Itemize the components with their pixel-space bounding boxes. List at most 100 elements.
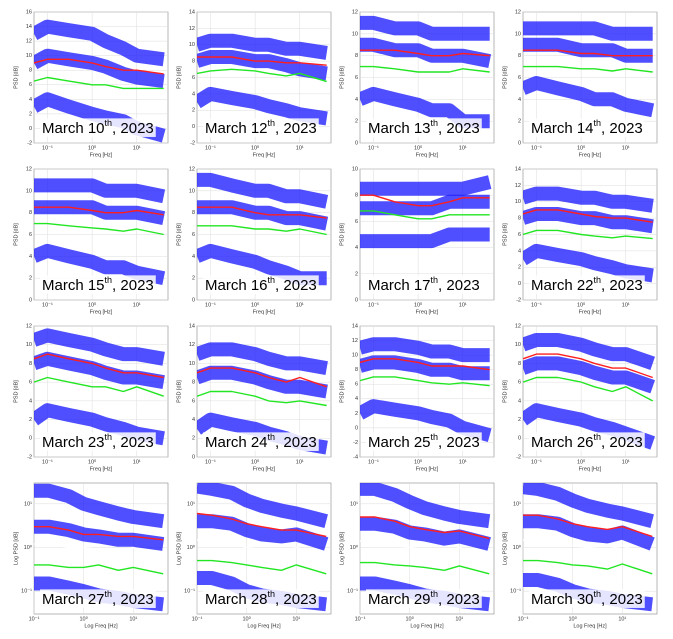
- y-axis-label: PSD [dB]: [339, 223, 345, 246]
- x-tick-label: 10⁻¹: [531, 302, 542, 308]
- panel: -2 0 2 4 6 8 10 12 14 10⁻¹ 10⁰ 10¹ Freq [Hz] PSD [dB]…: [502, 166, 658, 315]
- y-tick-label: -2: [27, 454, 32, 460]
- panel: 0 2 4 6 8 10 12 10⁻¹ 10⁰ 10¹ Freq [Hz] PSD [dB] Marc…: [339, 9, 495, 158]
- date-label-part: th: [105, 118, 113, 128]
- date-label-part: , 2023: [601, 120, 643, 137]
- psd-line: [34, 19, 165, 67]
- panel: 10⁻¹ 10⁰ 10¹ 10⁻¹ 10⁰ 10¹ Log Freq [Hz] Log PSD…: [339, 482, 495, 629]
- x-tick-label: 10¹: [459, 459, 467, 465]
- y-tick-label: 4: [355, 97, 358, 103]
- psd-line: [197, 68, 327, 83]
- label-background: [366, 275, 482, 294]
- x-tick-label: 10¹: [133, 459, 141, 465]
- panel: -2 0 2 4 6 8 10 12 14 10⁻¹ 10⁰ 10¹ Freq [Hz] PSD [dB]…: [176, 9, 332, 158]
- x-tick-label: 10⁻¹: [205, 302, 216, 308]
- y-tick-label: 12: [515, 323, 521, 329]
- y-axis-label: Log PSD [dB]: [176, 531, 182, 565]
- x-tick-label: 10⁰: [568, 615, 577, 622]
- y-tick-label: 4: [355, 396, 358, 402]
- x-tick-label: 10¹: [292, 616, 300, 622]
- date-label-part: th: [268, 275, 276, 285]
- psd-line: [197, 365, 328, 399]
- date-label-part: March 26: [531, 434, 594, 451]
- x-axis-label: Freq [Hz]: [90, 152, 113, 158]
- x-tick-label: 10¹: [459, 302, 467, 308]
- y-tick-label: 14: [26, 24, 32, 30]
- y-tick-label: 4: [192, 254, 195, 260]
- y-tick-label: 12: [515, 183, 521, 189]
- x-tick-label: 10⁰: [251, 458, 260, 465]
- x-tick-label: 10⁰: [414, 458, 423, 465]
- y-tick-label: 12: [26, 166, 32, 172]
- date-label-part: th: [268, 118, 276, 128]
- x-axis-label: Freq [Hz]: [579, 152, 602, 158]
- date-label: March 27th, 2023: [42, 589, 154, 608]
- psd-line: [197, 56, 327, 66]
- label-background: [40, 432, 156, 451]
- label-background: [529, 275, 645, 294]
- series-group: [360, 175, 492, 249]
- y-tick-label: 8: [192, 59, 195, 65]
- label-background: [203, 118, 319, 137]
- panel: 10⁻¹ 10⁰ 10¹ 10⁻¹ 10⁰ 10¹ Log Freq [Hz] Log PSD…: [13, 482, 169, 629]
- psd-line: [523, 21, 653, 41]
- date-label: March 16th, 2023: [205, 275, 317, 294]
- y-tick-label: 10⁻¹: [347, 589, 358, 595]
- y-axis-label: Log PSD [dB]: [502, 531, 508, 565]
- date-label-part: , 2023: [438, 277, 480, 294]
- date-label: March 24th, 2023: [205, 432, 317, 451]
- panel: -4 -2 0 2 4 6 8 10 12 14 10⁻¹ 10⁰ 10¹ Freq [Hz] PSD [d…: [339, 323, 495, 472]
- psd-line: [360, 227, 490, 249]
- y-tick-label: 6: [29, 82, 32, 88]
- panel: -2 0 2 4 6 8 10 12 14 16 10⁻¹ 10⁰ 10¹ Freq [Hz] PSD [d…: [13, 9, 169, 158]
- date-label: March 13th, 2023: [368, 118, 480, 137]
- psd-line: [523, 65, 653, 73]
- series-group: [523, 186, 654, 283]
- date-label: March 14th, 2023: [531, 118, 643, 137]
- y-tick-label: 10¹: [350, 501, 358, 507]
- psd-line: [34, 483, 165, 529]
- x-axis-label: Freq [Hz]: [416, 466, 439, 472]
- x-tick-label: 10⁻¹: [368, 302, 379, 308]
- panel: -2 0 2 4 6 8 10 12 10⁻¹ 10⁰ 10¹ Freq [Hz] PSD [dB] Ma…: [502, 323, 658, 472]
- y-tick-label: 10: [26, 342, 32, 348]
- date-label-part: March 27: [42, 591, 105, 608]
- x-tick-label: 10¹: [133, 145, 141, 151]
- y-tick-label: 10: [189, 42, 195, 48]
- y-tick-label: 2: [355, 119, 358, 125]
- x-tick-label: 10¹: [618, 616, 626, 622]
- y-tick-label: 10: [189, 188, 195, 194]
- y-tick-label: 10: [515, 31, 521, 37]
- x-tick-label: 10⁰: [251, 144, 260, 151]
- x-axis-label: Freq [Hz]: [253, 309, 276, 315]
- psd-line: [523, 539, 653, 558]
- y-tick-label: 6: [355, 382, 358, 388]
- psd-line: [360, 337, 490, 363]
- label-background: [203, 432, 319, 451]
- y-tick-label: 10⁻¹: [510, 589, 521, 595]
- y-tick-label: -2: [516, 297, 521, 303]
- psd-line: [523, 76, 655, 118]
- psd-line: [523, 514, 655, 551]
- y-tick-label: 8: [355, 367, 358, 373]
- x-tick-label: 10⁻¹: [42, 459, 53, 465]
- psd-line: [360, 37, 492, 68]
- y-tick-label: 8: [29, 210, 32, 216]
- y-tick-label: 10¹: [24, 501, 32, 507]
- date-label: March 15th, 2023: [42, 275, 154, 294]
- psd-line: [523, 376, 654, 402]
- psd-line: [523, 514, 653, 538]
- psd-line: [197, 367, 327, 388]
- y-tick-label: 12: [352, 338, 358, 344]
- x-tick-label: 10⁰: [88, 144, 97, 151]
- date-label-part: th: [431, 432, 439, 442]
- date-label-part: th: [268, 589, 276, 599]
- panel: 0 2 4 6 8 10 12 10⁻¹ 10⁰ 10¹ Freq [Hz] PSD [dB] Marc…: [502, 9, 658, 158]
- y-axis-label: PSD [dB]: [13, 223, 19, 246]
- y-tick-label: -2: [516, 454, 521, 460]
- date-label-part: , 2023: [275, 591, 317, 608]
- y-axis-label: PSD [dB]: [502, 223, 508, 246]
- y-axis-label: PSD [dB]: [502, 66, 508, 89]
- psd-line: [34, 351, 165, 389]
- date-label-part: , 2023: [438, 120, 480, 137]
